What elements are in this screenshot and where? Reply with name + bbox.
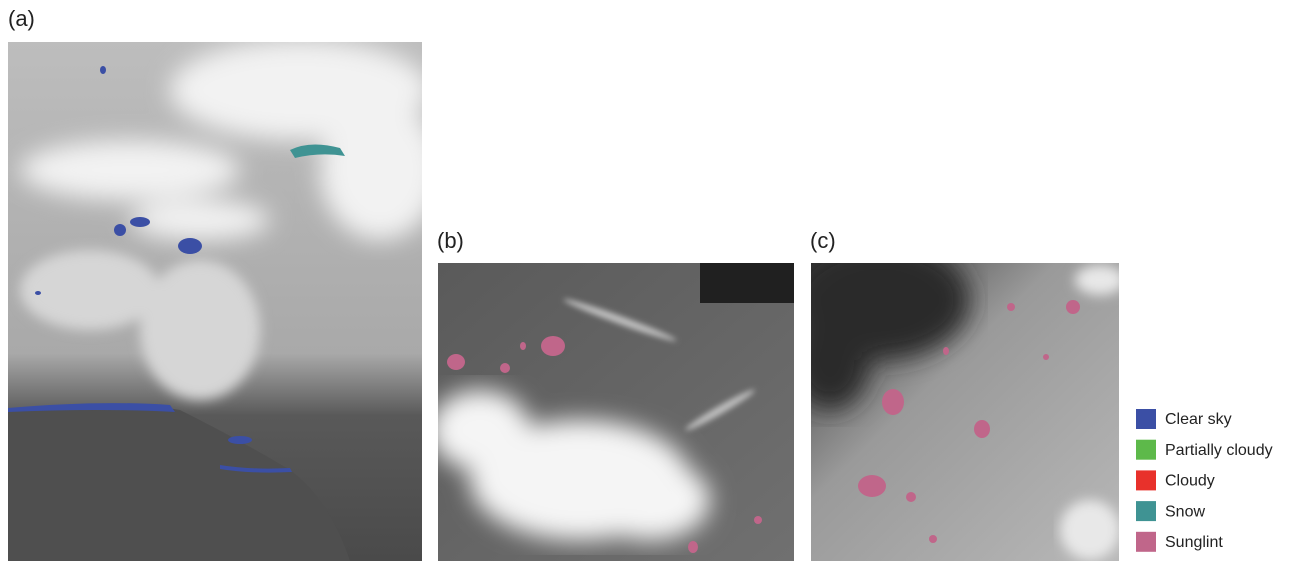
- image-a: [8, 40, 440, 561]
- legend-swatch: [1136, 501, 1156, 521]
- legend: Clear sky Partially cloudy Cloudy Snow Sungl…: [1136, 409, 1273, 552]
- legend-label: Sunglint: [1165, 534, 1223, 551]
- page: {"panels": [{"label": "(a)"}, {"label": …: [0, 0, 1299, 561]
- legend-swatch: [1136, 470, 1156, 490]
- image-c: [790, 240, 1125, 561]
- panel-label: (b): [437, 228, 464, 253]
- legend-label: Clear sky: [1165, 411, 1232, 428]
- legend-label: Snow: [1165, 503, 1205, 520]
- legend-label: Cloudy: [1165, 473, 1215, 490]
- panel-label: (a): [8, 6, 35, 31]
- panel-label: (c): [810, 228, 836, 253]
- legend-label: Partially cloudy: [1165, 442, 1273, 459]
- legend-swatch: [1136, 440, 1156, 460]
- image-b: [430, 263, 794, 561]
- legend-swatch: [1136, 409, 1156, 429]
- figure: (a) (b) (c) Clear sky Partially cloudy Cloud…: [0, 0, 1299, 561]
- legend-swatch: [1136, 532, 1156, 552]
